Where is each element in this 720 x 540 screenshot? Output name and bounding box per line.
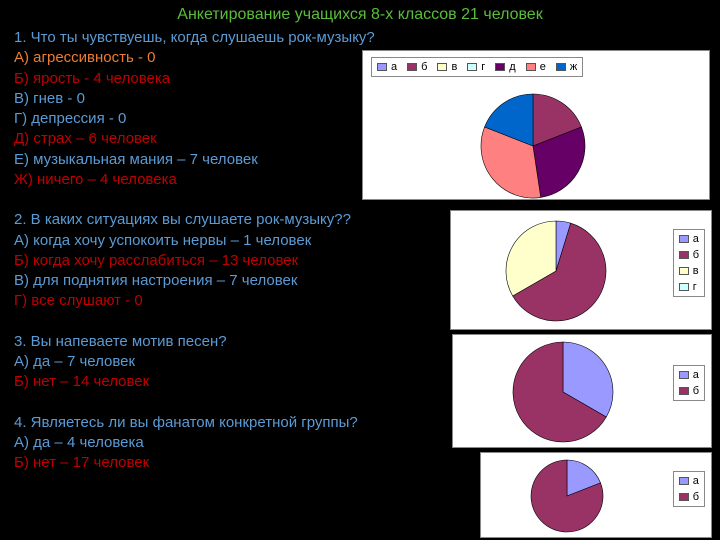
text-line: А) да – 4 человека <box>14 433 474 453</box>
legend-swatch <box>407 63 417 71</box>
text-line: 2. В каких ситуациях вы слушаете рок-муз… <box>14 210 474 230</box>
legend-item: д <box>495 61 515 73</box>
legend-swatch <box>437 63 447 71</box>
legend-label: б <box>421 61 427 73</box>
text-line <box>14 312 474 332</box>
legend-item: в <box>679 265 699 277</box>
legend-item: б <box>679 249 699 261</box>
legend-label: а <box>693 475 699 487</box>
legend-item: а <box>679 475 699 487</box>
chart-q4: аб <box>480 452 712 538</box>
legend-item: б <box>407 61 427 73</box>
text-line: Б) нет – 14 человек <box>14 372 474 392</box>
legend-swatch <box>679 267 689 275</box>
text-line: 1. Что ты чувствуешь, когда слушаешь рок… <box>14 28 474 48</box>
legend-label: е <box>540 61 546 73</box>
text-line <box>14 393 474 413</box>
chart-legend: аб <box>673 365 705 401</box>
chart-legend: абвг <box>673 229 705 297</box>
legend-swatch <box>679 283 689 291</box>
legend-item: в <box>437 61 457 73</box>
legend-label: б <box>693 491 699 503</box>
text-line: Б) когда хочу расслабиться – 13 человек <box>14 251 474 271</box>
legend-swatch <box>679 251 689 259</box>
text-line: Б) нет – 17 человек <box>14 453 474 473</box>
text-line: 3. Вы напеваете мотив песен? <box>14 332 474 352</box>
legend-swatch <box>495 63 505 71</box>
text-line: Г) все слушают - 0 <box>14 291 474 311</box>
legend-label: в <box>693 265 699 277</box>
legend-swatch <box>377 63 387 71</box>
chart-q3: аб <box>452 334 712 448</box>
legend-item: г <box>467 61 485 73</box>
text-line: А) когда хочу успокоить нервы – 1 челове… <box>14 231 474 251</box>
legend-swatch <box>679 371 689 379</box>
legend-swatch <box>467 63 477 71</box>
legend-label: а <box>391 61 397 73</box>
legend-item: а <box>377 61 397 73</box>
legend-swatch <box>679 235 689 243</box>
slide: Анкетирование учащихся 8-х классов 21 че… <box>0 0 720 540</box>
legend-swatch <box>679 493 689 501</box>
legend-item: ж <box>556 61 577 73</box>
legend-item: б <box>679 385 699 397</box>
legend-item: б <box>679 491 699 503</box>
legend-item: а <box>679 369 699 381</box>
text-line: В) для поднятия настроения – 7 человек <box>14 271 474 291</box>
legend-label: а <box>693 233 699 245</box>
slide-title: Анкетирование учащихся 8-х классов 21 че… <box>0 6 720 24</box>
chart-legend: аб <box>673 471 705 507</box>
text-line: А) да – 7 человек <box>14 352 474 372</box>
legend-item: а <box>679 233 699 245</box>
chart-legend: а б в г д е ж <box>371 57 583 77</box>
legend-label: г <box>693 281 697 293</box>
legend-swatch <box>679 387 689 395</box>
legend-swatch <box>526 63 536 71</box>
legend-label: г <box>481 61 485 73</box>
legend-swatch <box>556 63 566 71</box>
legend-label: б <box>693 385 699 397</box>
legend-label: д <box>509 61 515 73</box>
legend-swatch <box>679 477 689 485</box>
legend-label: а <box>693 369 699 381</box>
chart-q2: абвг <box>450 210 712 330</box>
legend-label: б <box>693 249 699 261</box>
legend-label: ж <box>570 61 577 73</box>
legend-item: г <box>679 281 699 293</box>
legend-label: в <box>451 61 457 73</box>
legend-item: е <box>526 61 546 73</box>
text-line: 4. Являетесь ли вы фанатом конкретной гр… <box>14 413 474 433</box>
chart-q1: а б в г д е ж <box>362 50 710 200</box>
